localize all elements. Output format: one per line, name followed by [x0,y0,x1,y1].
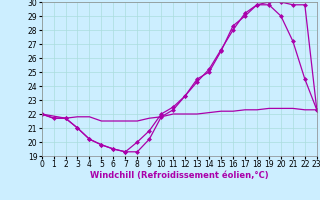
X-axis label: Windchill (Refroidissement éolien,°C): Windchill (Refroidissement éolien,°C) [90,171,268,180]
